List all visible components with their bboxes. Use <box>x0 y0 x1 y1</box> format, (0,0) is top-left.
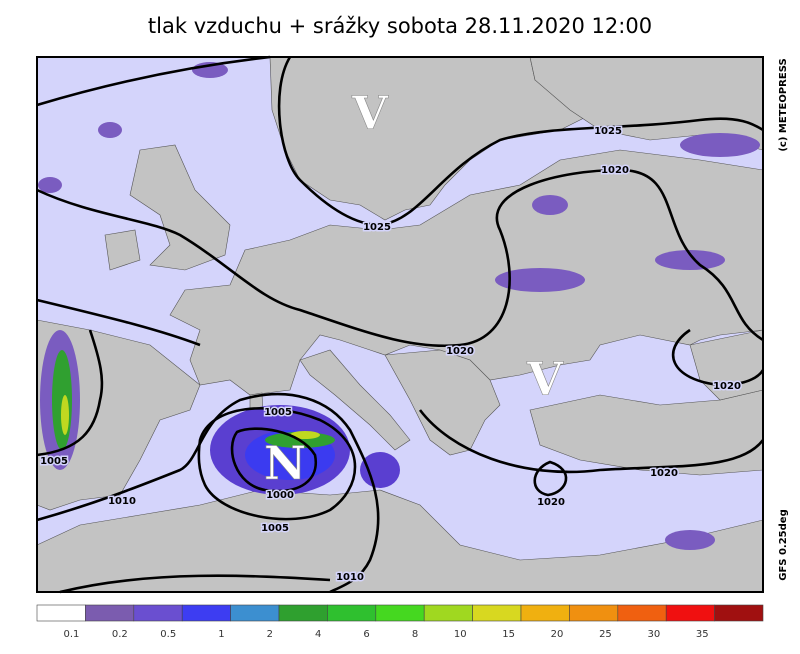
colorbar-label: 20 <box>551 629 564 640</box>
isobar-label: 1020 <box>713 381 741 392</box>
colorbar-swatch <box>181 604 231 622</box>
colorbar-swatch <box>230 604 280 622</box>
colorbar-swatch <box>133 604 183 622</box>
colorbar-swatch <box>375 604 425 622</box>
continent <box>169 149 764 396</box>
isobar-label: 1020 <box>446 346 474 357</box>
map-title: tlak vzduchu + srážky sobota 28.11.2020 … <box>148 14 652 38</box>
model-label: GFS 0.25deg <box>778 509 789 581</box>
colorbar-label: 25 <box>599 629 612 640</box>
british-isles <box>104 144 231 271</box>
colorbar-label: 35 <box>696 629 709 640</box>
isobar-label: 1020 <box>650 468 678 479</box>
colorbar-label: 6 <box>363 629 369 640</box>
isobar-label: 1000 <box>266 490 294 501</box>
colorbar-label: 1 <box>218 629 224 640</box>
colorbar-swatch <box>714 604 764 622</box>
isobar-label: 1025 <box>594 126 622 137</box>
map: 1025 1025 1020 1020 1020 1020 1020 1005 … <box>36 55 765 594</box>
colorbar-label: 4 <box>315 629 321 640</box>
colorbar-label: 0.2 <box>112 629 128 640</box>
map-frame <box>36 56 764 593</box>
colorbar-swatch <box>665 604 715 622</box>
isobar-label: 1005 <box>264 407 292 418</box>
colorbar-label: 10 <box>454 629 467 640</box>
isobars <box>36 55 765 594</box>
pressure-center: V <box>526 352 564 406</box>
balkans <box>384 349 501 456</box>
colorbar-label: 0.5 <box>160 629 176 640</box>
colorbar-swatch <box>472 604 522 622</box>
isobar-label: 1005 <box>40 456 68 467</box>
colorbar-swatch <box>36 604 86 622</box>
colorbar-label: 30 <box>647 629 660 640</box>
colorbar-swatch <box>569 604 619 622</box>
colorbar-swatch <box>520 604 570 622</box>
pressure-center: V <box>351 86 389 140</box>
pressure-center: N <box>264 436 306 490</box>
colorbar-label: 2 <box>267 629 273 640</box>
colorbar-label: 8 <box>412 629 418 640</box>
colorbar-swatch <box>423 604 473 622</box>
colorbar-swatch <box>85 604 135 622</box>
isobar-label: 1005 <box>261 523 289 534</box>
isobar-label: 1020 <box>601 165 629 176</box>
isobar-label: 1010 <box>336 572 364 583</box>
isobar-label: 1025 <box>363 222 391 233</box>
iberia <box>36 319 201 511</box>
italy <box>299 349 411 451</box>
colorbar-swatch <box>327 604 377 622</box>
credit: (c) METEOPRESS <box>778 58 789 151</box>
colorbar-label: 15 <box>502 629 515 640</box>
isobar-label: 1010 <box>108 496 136 507</box>
colorbar: 0.1 0.2 0.5 1 2 4 6 8 10 15 20 25 30 35 <box>36 604 764 640</box>
isobar-label: 1020 <box>537 497 565 508</box>
colorbar-swatch <box>617 604 667 622</box>
isobar-labels: 1025 1025 1020 1020 1020 1020 1020 1005 … <box>39 125 743 585</box>
colorbar-swatch <box>278 604 328 622</box>
colorbar-label: 0.1 <box>63 629 79 640</box>
